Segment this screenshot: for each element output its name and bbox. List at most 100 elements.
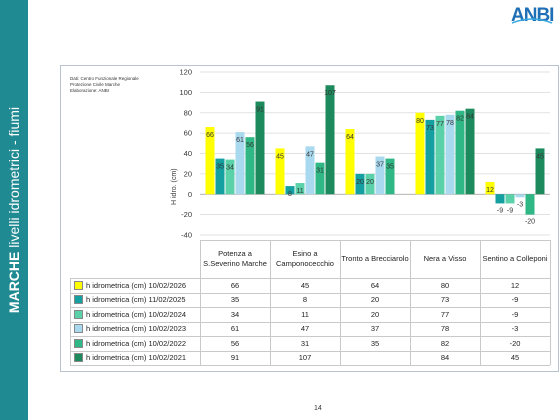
table-gridline <box>70 350 550 352</box>
table-cell: 37 <box>370 324 380 334</box>
legend-entry: h idrometrica (cm) 11/02/2025 <box>74 293 186 308</box>
data-label: 91 <box>256 107 264 114</box>
source-line-2: Protezione Civile Marche <box>70 82 121 87</box>
table-cell: 82 <box>440 338 450 348</box>
data-label: 80 <box>416 118 424 125</box>
bar <box>445 114 455 195</box>
table-gridline <box>270 240 271 365</box>
bar <box>215 158 225 195</box>
bar <box>325 85 335 195</box>
sidebar: MARCHE livelli idrometrici - fiumi <box>0 0 28 420</box>
bar <box>365 173 375 195</box>
data-label: 82 <box>456 116 464 123</box>
table-gridline <box>70 292 550 294</box>
legend-entry: h idrometrica (cm) 10/02/2022 <box>74 336 186 351</box>
table-cell: 31 <box>300 338 310 348</box>
table-cell: 77 <box>440 309 450 319</box>
data-label: -20 <box>525 219 535 226</box>
table-cell: 91 <box>230 353 240 363</box>
legend-swatch <box>74 295 83 305</box>
bar <box>485 182 495 195</box>
data-label: 31 <box>316 168 324 175</box>
table-cell: -3 <box>511 324 519 334</box>
category-header: Esino a Camponocecchio <box>276 249 334 268</box>
data-label: -3 <box>517 201 523 208</box>
data-label: -9 <box>507 207 513 214</box>
table-cell: 11 <box>301 309 309 319</box>
table-cell: 107 <box>298 353 312 363</box>
bar <box>435 115 445 195</box>
category-header: Potenza a S.Severino Marche <box>203 249 267 268</box>
bar <box>515 194 525 198</box>
bar <box>465 108 475 195</box>
table-cell: 84 <box>440 353 450 363</box>
table-cell: -20 <box>509 338 521 348</box>
table-gridline <box>410 240 411 365</box>
legend-swatch <box>74 280 83 290</box>
y-tick-label: 120 <box>179 68 192 77</box>
table-cell: 8 <box>302 295 308 305</box>
data-label: 84 <box>466 114 474 121</box>
legend-label: h idrometrica (cm) 10/02/2023 <box>86 324 187 334</box>
legend-entry: h idrometrica (cm) 10/02/2023 <box>74 322 186 337</box>
data-label: 47 <box>306 151 314 158</box>
data-label: 37 <box>376 162 384 169</box>
bar <box>455 110 465 195</box>
table-gridline <box>200 240 201 365</box>
table-cell: -9 <box>511 309 519 319</box>
table-cell: 61 <box>230 324 240 334</box>
table-cell: 20 <box>370 295 380 305</box>
page-number: 14 <box>314 405 322 412</box>
bar <box>285 186 295 195</box>
legend-swatch <box>74 309 83 319</box>
data-label: 45 <box>536 153 544 160</box>
y-tick-label: 60 <box>184 129 192 138</box>
bar <box>305 146 315 195</box>
y-tick-label: 40 <box>184 149 192 158</box>
category-header: Nera a Visso <box>423 254 467 263</box>
y-tick-label: 80 <box>184 108 192 117</box>
data-label: 73 <box>426 125 434 132</box>
table-cell: 66 <box>230 280 240 290</box>
table-cell: 47 <box>300 324 310 334</box>
bar <box>495 194 505 204</box>
y-tick-label: -40 <box>181 231 192 240</box>
legend-entry: h idrometrica (cm) 10/02/2021 <box>74 351 186 366</box>
table-cell: 64 <box>370 280 380 290</box>
legend-swatch <box>74 324 83 334</box>
table-cell: 78 <box>440 324 450 334</box>
table-gridline <box>70 307 550 308</box>
bar <box>205 127 215 195</box>
table-gridline <box>340 240 341 365</box>
data-label: 35 <box>216 164 224 171</box>
legend-label: h idrometrica (cm) 10/02/2022 <box>86 338 187 348</box>
table-gridline <box>70 336 550 337</box>
legend-swatch <box>74 338 83 348</box>
anbi-logo: ANBI <box>511 5 554 25</box>
data-label: -9 <box>497 207 503 214</box>
data-label: 45 <box>276 153 284 160</box>
data-label: 35 <box>386 164 394 171</box>
data-label: 107 <box>324 90 336 97</box>
table-gridline <box>200 240 550 241</box>
bar <box>375 156 385 195</box>
data-label: 64 <box>346 134 354 141</box>
legend-swatch <box>74 353 83 363</box>
y-tick-label: 0 <box>188 190 192 199</box>
bar <box>225 159 235 195</box>
table-gridline <box>550 240 551 365</box>
y-tick-label: -20 <box>181 210 192 219</box>
bar <box>235 132 245 195</box>
table-cell <box>340 351 410 366</box>
legend-label: h idrometrica (cm) 10/02/2024 <box>86 309 187 319</box>
legend-label: h idrometrica (cm) 10/02/2026 <box>86 280 187 290</box>
y-axis-label: H idro. (cm) <box>171 168 178 205</box>
table-gridline <box>480 240 481 365</box>
source-line-1: Dati: Centro Funzionale Regionale <box>70 76 139 81</box>
bar <box>345 129 355 195</box>
data-label: 34 <box>226 165 234 172</box>
table-gridline <box>70 365 550 366</box>
data-label: 8 <box>288 191 292 198</box>
bar <box>275 148 285 195</box>
